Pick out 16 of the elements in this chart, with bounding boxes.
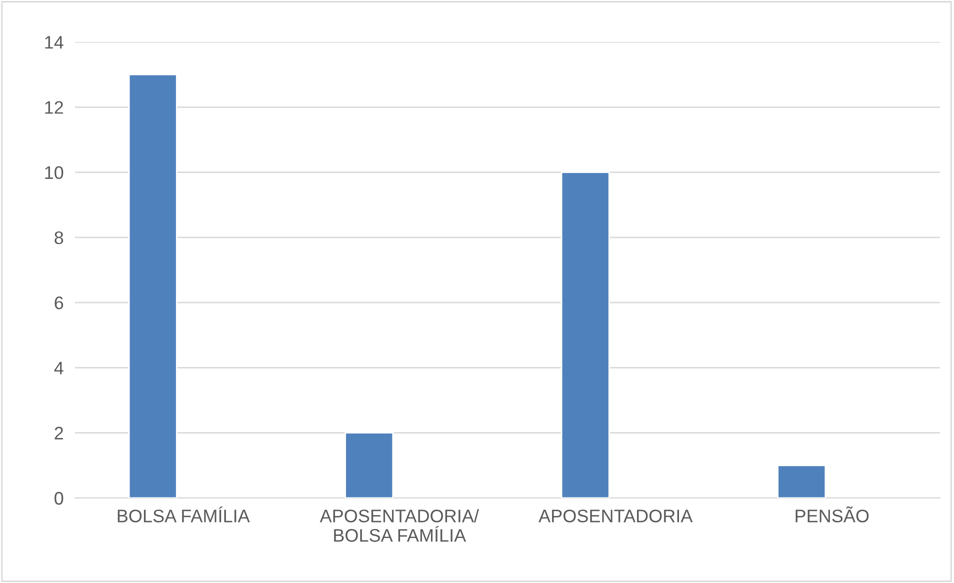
y-tick-label: 10 <box>45 166 64 180</box>
bar <box>777 464 826 498</box>
y-tick-label: 4 <box>54 362 64 374</box>
bar <box>128 74 178 498</box>
y-tick-label: 14 <box>45 36 64 49</box>
x-tick-label: BOLSA FAMÍLIA <box>118 506 250 522</box>
y-tick-label: 0 <box>54 492 64 505</box>
y-tick-label: 2 <box>54 426 63 440</box>
x-tick-label: APOSENTADORIA/ BOLSA FAMÍLIA <box>320 509 479 542</box>
y-tick-label: 12 <box>45 101 63 114</box>
x-tick-label: PENSÃO <box>796 506 869 522</box>
bar <box>560 172 610 498</box>
x-tick-label: APOSENTADORIA <box>538 510 693 522</box>
bar <box>344 432 394 498</box>
y-tick-label: 8 <box>54 231 64 244</box>
y-tick-label: 6 <box>54 296 64 310</box>
